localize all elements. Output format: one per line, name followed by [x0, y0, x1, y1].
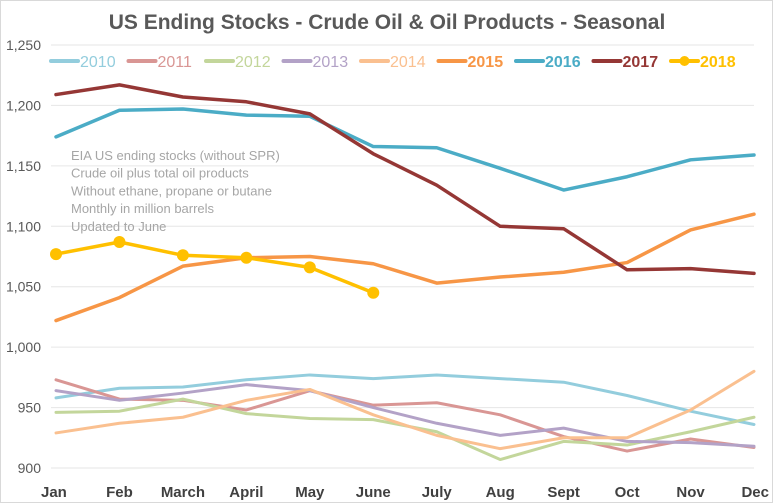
x-tick-label: Dec — [741, 484, 769, 501]
y-tick-label: 1,250 — [6, 37, 41, 53]
y-tick-label: 1,150 — [6, 158, 41, 174]
y-tick-label: 1,000 — [6, 339, 41, 355]
data-point-2018 — [50, 248, 62, 261]
x-tick-label: July — [422, 484, 453, 501]
annotation-line: Crude oil plus total oil products — [71, 166, 249, 181]
y-tick-label: 1,050 — [6, 279, 41, 295]
data-point-2018 — [367, 286, 380, 299]
series-line-2017 — [54, 83, 756, 276]
gridlines — [51, 44, 754, 469]
series-line-2015 — [54, 212, 756, 323]
x-tick-label: Nov — [676, 484, 705, 501]
data-point-2018 — [113, 235, 126, 248]
legend-label-2013: 2013 — [313, 54, 349, 71]
legend-label-2010: 2010 — [80, 54, 116, 71]
legend-label-2014: 2014 — [390, 54, 426, 71]
x-tick-label: Aug — [486, 484, 515, 501]
legend: 2010 2011 2012 2013 2014 2015 2016 2017 2018 — [49, 54, 736, 71]
legend-label-2015: 2015 — [468, 54, 504, 71]
annotation-line: Without ethane, propane or butane — [71, 183, 272, 198]
legend-label-2011: 2011 — [158, 54, 193, 71]
x-tick-label: Sept — [547, 484, 580, 501]
x-tick-label: Oct — [615, 484, 640, 501]
legend-label-2018: 2018 — [700, 54, 736, 71]
annotation-line: EIA US ending stocks (without SPR) — [71, 148, 280, 163]
x-tick-label: April — [229, 484, 263, 501]
series-line-2016 — [54, 107, 756, 192]
x-tick-label: June — [356, 484, 391, 501]
x-axis: Jan Feb March April May June July Aug Sept Oct Nov… — [41, 484, 769, 501]
x-tick-label: Jan — [41, 484, 67, 501]
annotation-line: Monthly in million barrels — [71, 201, 215, 216]
y-axis: 900 950 1,000 1,050 1,100 1,150 1,200 1,250 — [6, 37, 41, 476]
legend-marker-2018 — [679, 56, 690, 66]
y-tick-label: 950 — [18, 400, 42, 416]
series-lines — [50, 83, 756, 462]
legend-label-2016: 2016 — [545, 54, 581, 71]
chart-title: US Ending Stocks - Crude Oil & Oil Produ… — [109, 11, 666, 34]
y-tick-label: 1,100 — [6, 218, 41, 234]
series-line-2013 — [54, 383, 756, 448]
data-point-2018 — [176, 249, 189, 262]
data-point-2018 — [303, 261, 316, 274]
y-tick-label: 900 — [18, 460, 42, 476]
annotation: EIA US ending stocks (without SPR) Crude … — [71, 148, 280, 234]
legend-label-2012: 2012 — [235, 54, 271, 71]
x-tick-label: May — [295, 484, 325, 501]
series-line-2010 — [54, 373, 756, 426]
x-tick-label: March — [161, 484, 205, 501]
annotation-line: Updated to June — [71, 219, 166, 234]
data-point-2018 — [240, 251, 253, 264]
y-tick-label: 1,200 — [6, 97, 41, 113]
legend-label-2017: 2017 — [623, 54, 659, 71]
x-tick-label: Feb — [106, 484, 133, 501]
series-line-2018 — [54, 240, 376, 295]
series-line-2014 — [54, 369, 756, 451]
